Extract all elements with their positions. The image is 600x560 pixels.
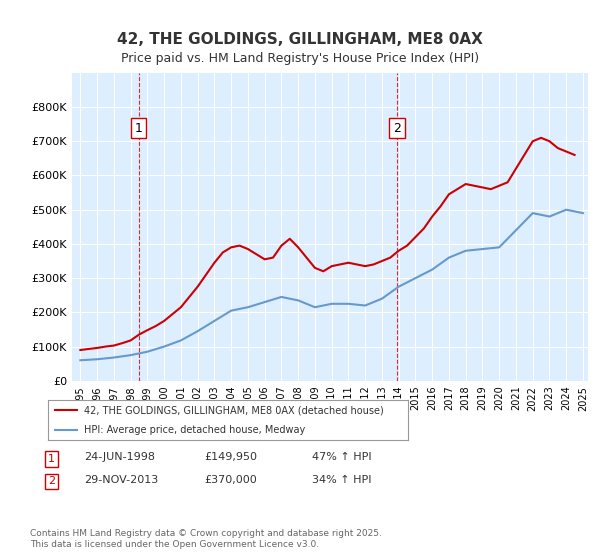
Text: 1: 1 bbox=[48, 454, 55, 464]
Text: 47% ↑ HPI: 47% ↑ HPI bbox=[312, 452, 371, 463]
Text: 42, THE GOLDINGS, GILLINGHAM, ME8 0AX: 42, THE GOLDINGS, GILLINGHAM, ME8 0AX bbox=[117, 32, 483, 46]
Text: HPI: Average price, detached house, Medway: HPI: Average price, detached house, Medw… bbox=[84, 425, 305, 435]
Text: 2: 2 bbox=[48, 477, 55, 487]
Text: 34% ↑ HPI: 34% ↑ HPI bbox=[312, 475, 371, 485]
Text: 1: 1 bbox=[135, 122, 143, 135]
Text: £370,000: £370,000 bbox=[204, 475, 257, 485]
Text: 29-NOV-2013: 29-NOV-2013 bbox=[84, 475, 158, 485]
Text: 24-JUN-1998: 24-JUN-1998 bbox=[84, 452, 155, 463]
Text: 42, THE GOLDINGS, GILLINGHAM, ME8 0AX (detached house): 42, THE GOLDINGS, GILLINGHAM, ME8 0AX (d… bbox=[84, 405, 384, 415]
Text: Contains HM Land Registry data © Crown copyright and database right 2025.
This d: Contains HM Land Registry data © Crown c… bbox=[30, 529, 382, 549]
Text: £149,950: £149,950 bbox=[204, 452, 257, 463]
Text: 2: 2 bbox=[393, 122, 401, 135]
Text: Price paid vs. HM Land Registry's House Price Index (HPI): Price paid vs. HM Land Registry's House … bbox=[121, 52, 479, 66]
